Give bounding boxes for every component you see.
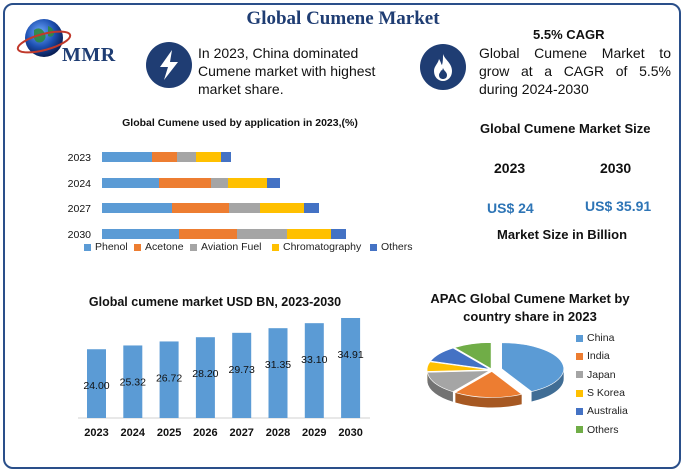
legend-label: Others xyxy=(587,423,619,436)
pie-legend-item-australia: Australia xyxy=(576,405,628,417)
legend-swatch xyxy=(576,389,583,397)
bar-value-label: 24.00 xyxy=(83,380,109,392)
bar-2025 xyxy=(159,341,179,418)
pie-legend-item-china: China xyxy=(576,332,614,344)
bar-2030 xyxy=(341,317,361,418)
stack-segment-acetone xyxy=(152,152,177,162)
bar-2029 xyxy=(304,323,324,418)
pie-slice-others xyxy=(453,342,492,370)
market-size-value-a: US$ 24 xyxy=(487,200,534,216)
stack-segment-acetone xyxy=(179,229,237,239)
legend-label: S Korea xyxy=(587,386,625,399)
stack-category-label: 2027 xyxy=(68,203,92,215)
stack-segment-others xyxy=(304,203,319,213)
bar-value-label: 25.32 xyxy=(120,376,146,388)
stack-segment-chromatography xyxy=(196,152,221,162)
bar-chart-title: Global cumene market USD BN, 2023-2030 xyxy=(89,295,341,309)
pie-slice-china xyxy=(501,342,564,392)
pie-legend: China India Japan S Korea Australia Others xyxy=(576,332,676,442)
legend-label: India xyxy=(587,350,610,363)
market-size-value-b: US$ 35.91 xyxy=(585,198,652,214)
application-stacked-chart: Global Cumene used by application in 202… xyxy=(68,117,358,241)
legend-label: Australia xyxy=(587,405,628,418)
stack-segment-phenol xyxy=(102,152,152,162)
bar-2028 xyxy=(268,328,288,418)
page-frame xyxy=(3,3,681,469)
legend-swatch xyxy=(576,334,583,342)
stack-segment-others xyxy=(267,178,280,188)
cagr-text: Global Cumene Market to grow at a CAGR o… xyxy=(479,45,671,97)
stack-segment-chromatography xyxy=(287,229,331,239)
pie-slice-india xyxy=(454,371,523,398)
stack-category-label: 2023 xyxy=(68,152,92,164)
legend-swatch xyxy=(576,407,583,415)
market-usd-bar-chart: Global cumene market USD BN, 2023-2030 24… xyxy=(78,295,370,439)
legend-swatch xyxy=(576,426,583,434)
stack-category-label: 2030 xyxy=(68,229,92,241)
page-title: Global Cumene Market xyxy=(246,8,440,29)
china-dominance-text: In 2023, China dominated Cumene market w… xyxy=(198,45,376,97)
pie-slice-s-korea xyxy=(426,361,490,372)
pie-legend-item-japan: Japan xyxy=(576,369,616,381)
stack-segment-others xyxy=(221,152,231,162)
apac-pie-chart xyxy=(426,342,564,408)
stack-category-label: 2024 xyxy=(68,178,92,190)
bar-value-label: 31.35 xyxy=(265,359,291,371)
legend-label: China xyxy=(587,332,615,344)
market-size-year-b: 2030 xyxy=(600,160,632,176)
stack-segment-aviation-fuel xyxy=(177,152,196,162)
market-size-title: Global Cumene Market Size xyxy=(480,121,651,136)
pie-legend-item-others: Others xyxy=(576,424,619,436)
stack-chart-title: Global Cumene used by application in 202… xyxy=(122,117,358,129)
stack-segment-acetone xyxy=(159,178,211,188)
bar-tick-label: 2030 xyxy=(338,427,362,439)
bar-2027 xyxy=(232,332,252,418)
stack-segment-others xyxy=(331,229,346,239)
pie-side-china xyxy=(531,368,564,402)
stack-segment-chromatography xyxy=(228,178,267,188)
bar-tick-label: 2027 xyxy=(229,427,253,439)
stack-segment-aviation-fuel xyxy=(237,229,287,239)
legend-swatch xyxy=(576,371,583,379)
bar-tick-label: 2028 xyxy=(266,427,290,439)
market-size-year-a: 2023 xyxy=(494,160,526,176)
cagr-title: 5.5% CAGR xyxy=(533,27,605,42)
legend-swatch xyxy=(576,353,583,361)
stack-segment-phenol xyxy=(102,178,159,188)
bar-tick-label: 2029 xyxy=(302,427,326,439)
pie-title-line1: APAC Global Cumene Market by xyxy=(430,291,630,306)
bar-2024 xyxy=(123,345,143,418)
lightning-icon xyxy=(146,42,192,88)
bar-tick-label: 2025 xyxy=(157,427,181,439)
bar-value-label: 26.72 xyxy=(156,372,182,384)
globe-logo-icon xyxy=(16,12,76,72)
stack-segment-phenol xyxy=(102,203,172,213)
bar-tick-label: 2023 xyxy=(84,427,108,439)
bar-value-label: 29.73 xyxy=(229,364,255,376)
bar-tick-label: 2024 xyxy=(121,427,146,439)
stack-segment-aviation-fuel xyxy=(211,178,228,188)
bar-value-label: 34.91 xyxy=(337,349,363,361)
legend-label: Japan xyxy=(587,368,616,381)
stack-segment-phenol xyxy=(102,229,179,239)
stack-segment-aviation-fuel xyxy=(229,203,260,213)
bar-2023 xyxy=(87,349,106,418)
bar-tick-label: 2026 xyxy=(193,427,217,439)
pie-legend-item-india: India xyxy=(576,350,610,362)
pie-legend-item-s-korea: S Korea xyxy=(576,387,625,399)
market-size-footer: Market Size in Billion xyxy=(497,227,628,242)
pie-slice-japan xyxy=(427,370,490,393)
logo-text: MMR xyxy=(62,44,116,66)
bar-value-label: 33.10 xyxy=(301,354,327,366)
pie-slice-australia xyxy=(430,347,490,370)
bar-value-label: 28.20 xyxy=(192,368,218,380)
stack-segment-acetone xyxy=(172,203,229,213)
flame-icon xyxy=(420,44,466,90)
stack-segment-chromatography xyxy=(260,203,304,213)
pie-title-line2: country share in 2023 xyxy=(463,309,597,324)
bar-2026 xyxy=(195,337,215,418)
